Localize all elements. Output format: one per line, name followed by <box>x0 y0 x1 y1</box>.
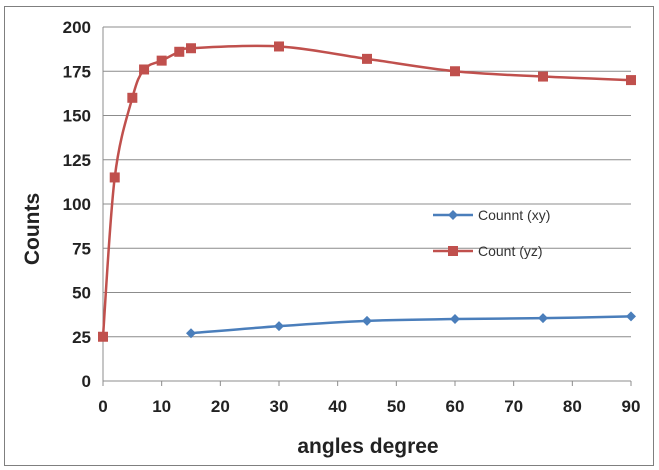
series-layer <box>98 41 636 342</box>
legend: Counnt (xy) Count (yz) <box>433 207 550 259</box>
data-point <box>362 53 372 64</box>
data-point <box>274 41 284 52</box>
legend-marker <box>448 210 458 220</box>
series-xy <box>186 311 636 339</box>
y-tick-label: 25 <box>72 328 91 347</box>
data-point <box>626 311 636 322</box>
x-tick-labels: 0 10 20 30 40 50 60 70 80 90 <box>98 397 640 416</box>
x-tick-label: 90 <box>622 397 641 416</box>
data-point <box>156 55 167 66</box>
data-point <box>362 315 372 326</box>
legend-marker <box>448 246 458 256</box>
y-tick-label: 0 <box>82 372 91 391</box>
data-point <box>186 43 196 54</box>
y-tick-label: 200 <box>63 18 91 37</box>
y-tick-label: 75 <box>72 239 91 258</box>
data-point <box>274 321 284 332</box>
x-tick-label: 20 <box>211 397 230 416</box>
x-tick-label: 30 <box>270 397 289 416</box>
y-tick-label: 175 <box>63 62 91 81</box>
legend-item: Counnt (xy) <box>433 207 550 223</box>
axes <box>102 27 632 386</box>
x-axis-title: angles degree <box>297 435 438 458</box>
legend-label: Count (yz) <box>478 243 543 259</box>
data-point <box>450 66 460 77</box>
legend-item: Count (yz) <box>433 243 543 259</box>
y-tick-label: 150 <box>63 107 91 126</box>
data-point <box>450 314 460 325</box>
x-tick-label: 0 <box>98 397 107 416</box>
y-axis-title: Counts <box>21 193 44 265</box>
data-point <box>626 75 636 86</box>
y-tick-labels: 0 25 50 75 100 125 150 175 200 <box>63 18 91 391</box>
x-tick-label: 10 <box>152 397 171 416</box>
data-point <box>139 64 150 75</box>
x-tick-label: 60 <box>446 397 465 416</box>
series-line <box>101 44 632 337</box>
data-point <box>538 71 548 82</box>
x-tick-label: 50 <box>387 397 406 416</box>
x-tick-label: 70 <box>504 397 523 416</box>
data-point <box>538 313 548 324</box>
x-tick-label: 40 <box>328 397 347 416</box>
x-tick-label: 80 <box>563 397 582 416</box>
y-tick-label: 125 <box>63 151 91 170</box>
data-point <box>127 92 138 103</box>
data-point <box>186 328 196 339</box>
data-point <box>174 46 185 57</box>
gridlines <box>103 26 631 338</box>
data-point <box>109 172 120 183</box>
line-chart: 0 25 50 75 100 125 150 175 200 0 10 20 30 40 50 60 70 80… <box>21 18 640 458</box>
chart-frame: 0 25 50 75 100 125 150 175 200 0 10 20 30 40 50 60 70 80… <box>4 6 654 466</box>
data-point <box>98 331 108 342</box>
series-yz <box>98 41 636 342</box>
y-tick-label: 100 <box>63 195 91 214</box>
y-tick-label: 50 <box>72 284 91 303</box>
series-line <box>190 315 632 335</box>
legend-label: Counnt (xy) <box>478 207 550 223</box>
